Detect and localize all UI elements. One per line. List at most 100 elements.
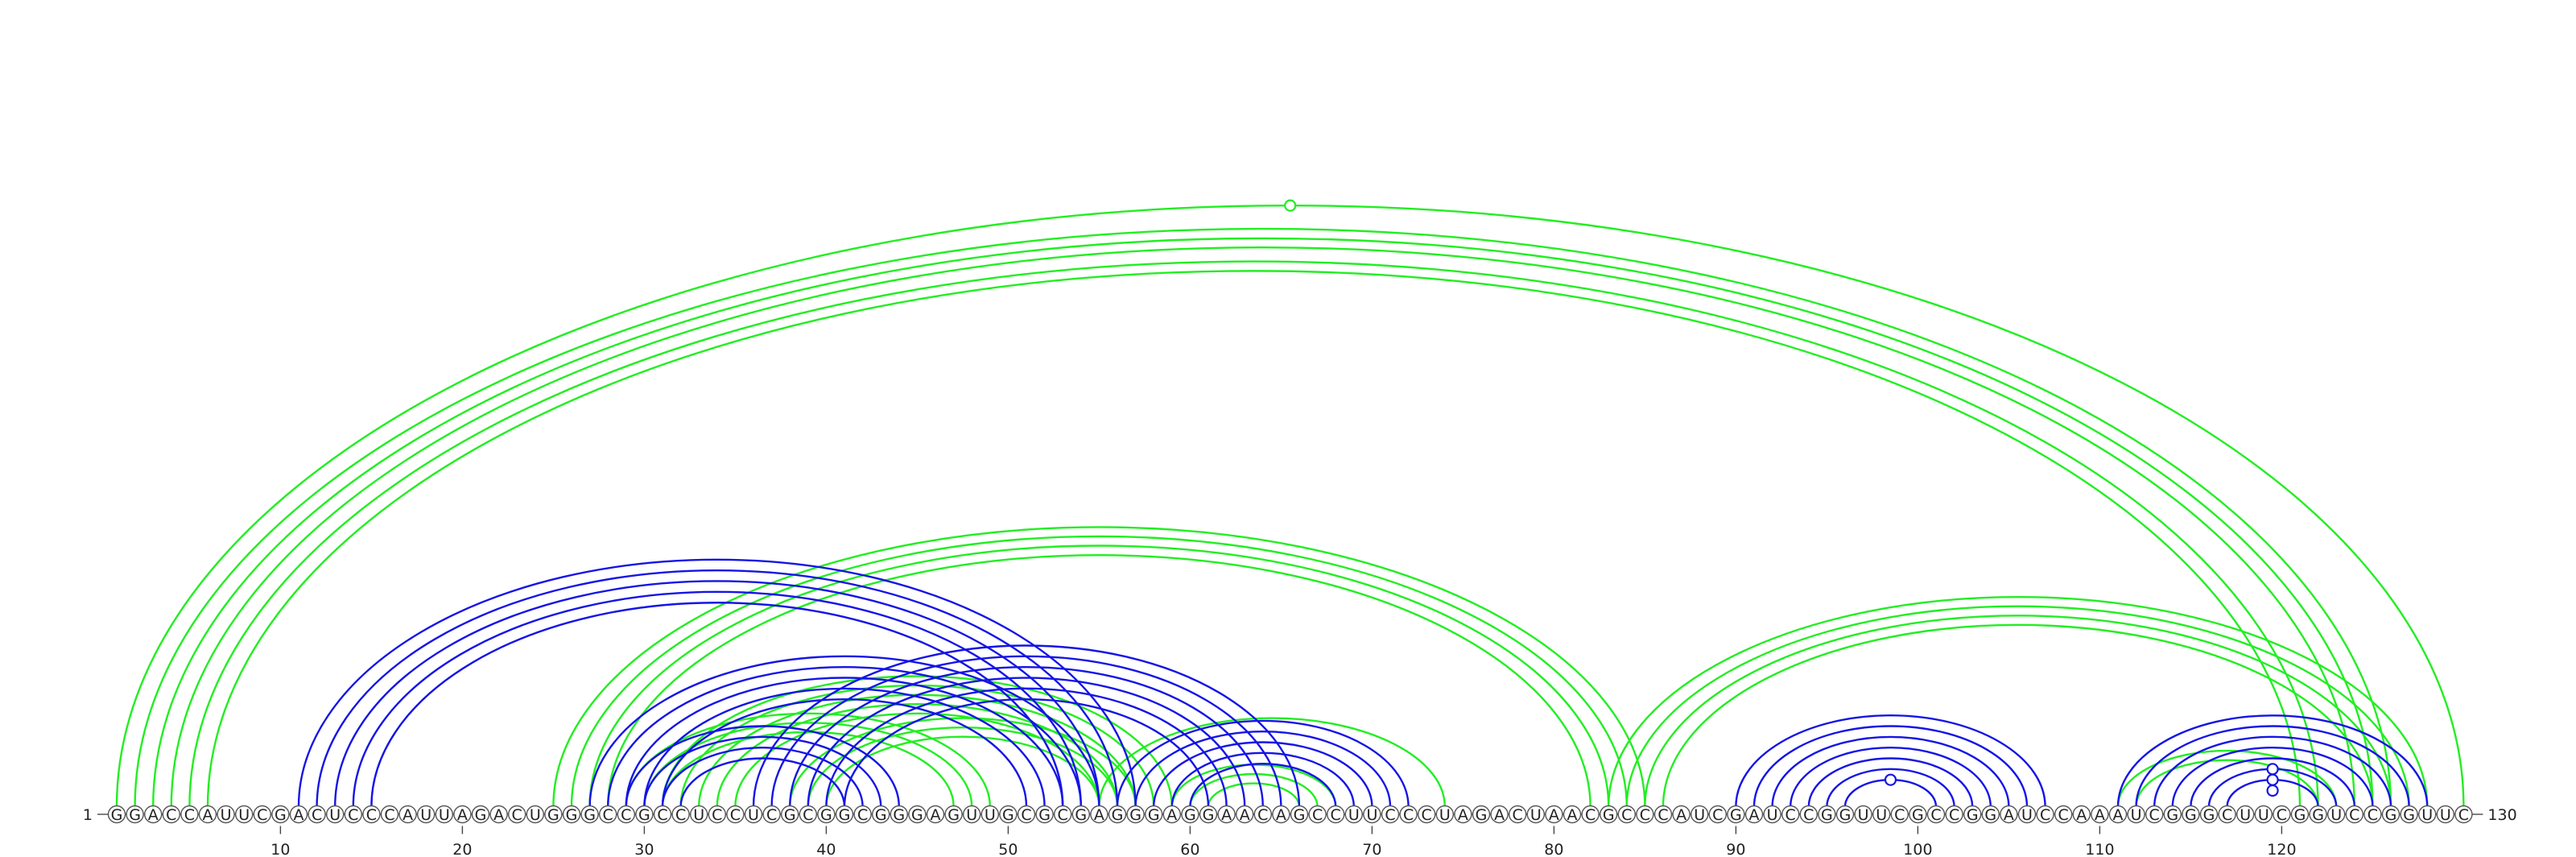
nucleotide-circle <box>1636 805 1654 824</box>
nucleotide-circle <box>1599 805 1618 824</box>
nucleotide-letter: G <box>475 806 487 824</box>
nucleotide-letter: G <box>2203 806 2215 824</box>
tick-layer: 10 20 30 40 50 60 70 80 90 100 110 120 <box>270 826 2297 857</box>
nucleotide-letter: G <box>1967 806 1979 824</box>
nucleotide-circle <box>508 805 526 824</box>
nucleotide-letter: G <box>1148 806 1160 824</box>
nucleotide-circle <box>1581 805 1600 824</box>
blue-arc-marker <box>1884 773 1897 786</box>
nucleotide-circle <box>762 805 781 824</box>
nucleotide-letter: A <box>1494 806 1505 824</box>
nucleotide-letter: C <box>1785 806 1796 824</box>
nucleotide-letter: A <box>1221 806 1232 824</box>
nucleotide-circle <box>853 805 872 824</box>
nucleotide-letter: C <box>1058 806 1068 824</box>
nucleotide-letter: C <box>184 806 195 824</box>
nucleotide-letter: U <box>966 806 977 824</box>
nucleotide-circle <box>2108 805 2128 824</box>
blue-base-pair-arc <box>1807 757 1974 807</box>
blue-base-pair-arc <box>679 757 846 807</box>
nucleotide-letter: G <box>1294 806 1306 824</box>
blue-base-pair-arc <box>588 655 1100 807</box>
nucleotide-circle <box>1672 805 1690 824</box>
nucleotide-letter: A <box>402 806 413 824</box>
nucleotide-letter: C <box>1257 806 1268 824</box>
nucleotide-letter: C <box>1894 806 1905 824</box>
nucleotide-circle <box>1653 805 1673 824</box>
nucleotide-circle <box>2345 805 2364 824</box>
blue-arc-marker <box>2266 773 2279 786</box>
nucleotide-letter: U <box>238 806 250 824</box>
arc-layer <box>115 199 2465 807</box>
blue-base-pair-arc <box>1189 762 1337 807</box>
nucleotide-circle <box>1454 805 1472 824</box>
blue-base-pair-arc <box>752 644 1301 807</box>
nucleotide-letter: A <box>1549 806 1559 824</box>
nucleotide-circle <box>198 805 217 824</box>
blue-base-pair-arc <box>2135 725 2410 807</box>
nucleotide-letter: G <box>1203 806 1215 824</box>
nucleotide-letter: U <box>748 806 759 824</box>
nucleotide-circle <box>162 805 181 824</box>
nucleotide-circle <box>2436 805 2455 824</box>
green-base-pair-arc <box>2116 749 2338 807</box>
nucleotide-circle <box>2309 805 2327 824</box>
nucleotide-circle <box>1053 805 1072 824</box>
nucleotide-letter: U <box>2258 806 2269 824</box>
green-arc-marker <box>1284 199 1297 212</box>
nucleotide-circle <box>2326 805 2346 824</box>
nucleotide-circle <box>126 805 144 824</box>
nucleotide-circle <box>1708 805 1728 824</box>
nucleotide-letter: U <box>439 806 450 824</box>
green-base-pair-arc <box>1207 782 1301 807</box>
nucleotide-circle <box>2199 805 2219 824</box>
nucleotide-letter: C <box>675 806 686 824</box>
nucleotide-circle <box>344 805 362 824</box>
nucleotide-letter: C <box>257 806 267 824</box>
nucleotide-letter: A <box>2113 806 2124 824</box>
nucleotide-circle <box>453 805 472 824</box>
blue-base-pair-arc <box>297 558 1137 807</box>
nucleotide-letter: C <box>1949 806 1959 824</box>
nucleotide-circle <box>708 805 726 824</box>
nucleotide-letter: G <box>584 806 596 824</box>
blue-base-pair-arc <box>643 735 882 807</box>
nucleotide-circle <box>562 805 581 824</box>
nucleotide-letter: U <box>2021 806 2033 824</box>
nucleotide-circle <box>1035 805 1054 824</box>
nucleotide-letter: C <box>1712 806 1723 824</box>
nucleotide-circle <box>871 805 890 824</box>
nucleotide-circle <box>2381 805 2401 824</box>
nucleotide-letter: G <box>1476 806 1488 824</box>
nucleotide-letter: C <box>1403 806 1414 824</box>
nucleotide-letter: C <box>603 806 613 824</box>
green-base-pair-arc <box>588 544 1610 807</box>
nucleotide-circle <box>1217 805 1236 824</box>
nucleotide-circle <box>2036 805 2054 824</box>
nucleotide-circle <box>1835 805 1855 824</box>
nucleotide-circle <box>1162 805 1182 824</box>
nucleotide-letter: U <box>2131 806 2142 824</box>
green-base-pair-arc <box>1608 595 2429 807</box>
nucleotide-letter: A <box>2004 806 2014 824</box>
nucleotide-letter: G <box>547 806 559 824</box>
nucleotide-letter: G <box>820 806 832 824</box>
nucleotide-circle <box>617 805 635 824</box>
nucleotide-letter: G <box>1075 806 1087 824</box>
nucleotide-circle <box>1890 805 1909 824</box>
nucleotide-letter: G <box>893 806 905 824</box>
blue-base-pair-arc <box>843 698 1210 807</box>
nucleotide-circle <box>1144 805 1163 824</box>
blue-base-pair-arc <box>607 666 1082 807</box>
nucleotide-circle <box>2235 805 2255 824</box>
nucleotide-circle <box>980 805 1000 824</box>
nucleotide-circle <box>471 805 490 824</box>
nucleotide-letter: U <box>693 806 704 824</box>
nucleotide-letter: U <box>530 806 541 824</box>
green-base-pair-arc <box>661 675 1173 807</box>
nucleotide-circle <box>1508 805 1527 824</box>
nucleotide-letter: G <box>1603 806 1615 824</box>
tick-label: 40 <box>816 841 836 857</box>
nucleotide-circle <box>2145 805 2164 824</box>
blue-base-pair-arc <box>625 677 1064 807</box>
